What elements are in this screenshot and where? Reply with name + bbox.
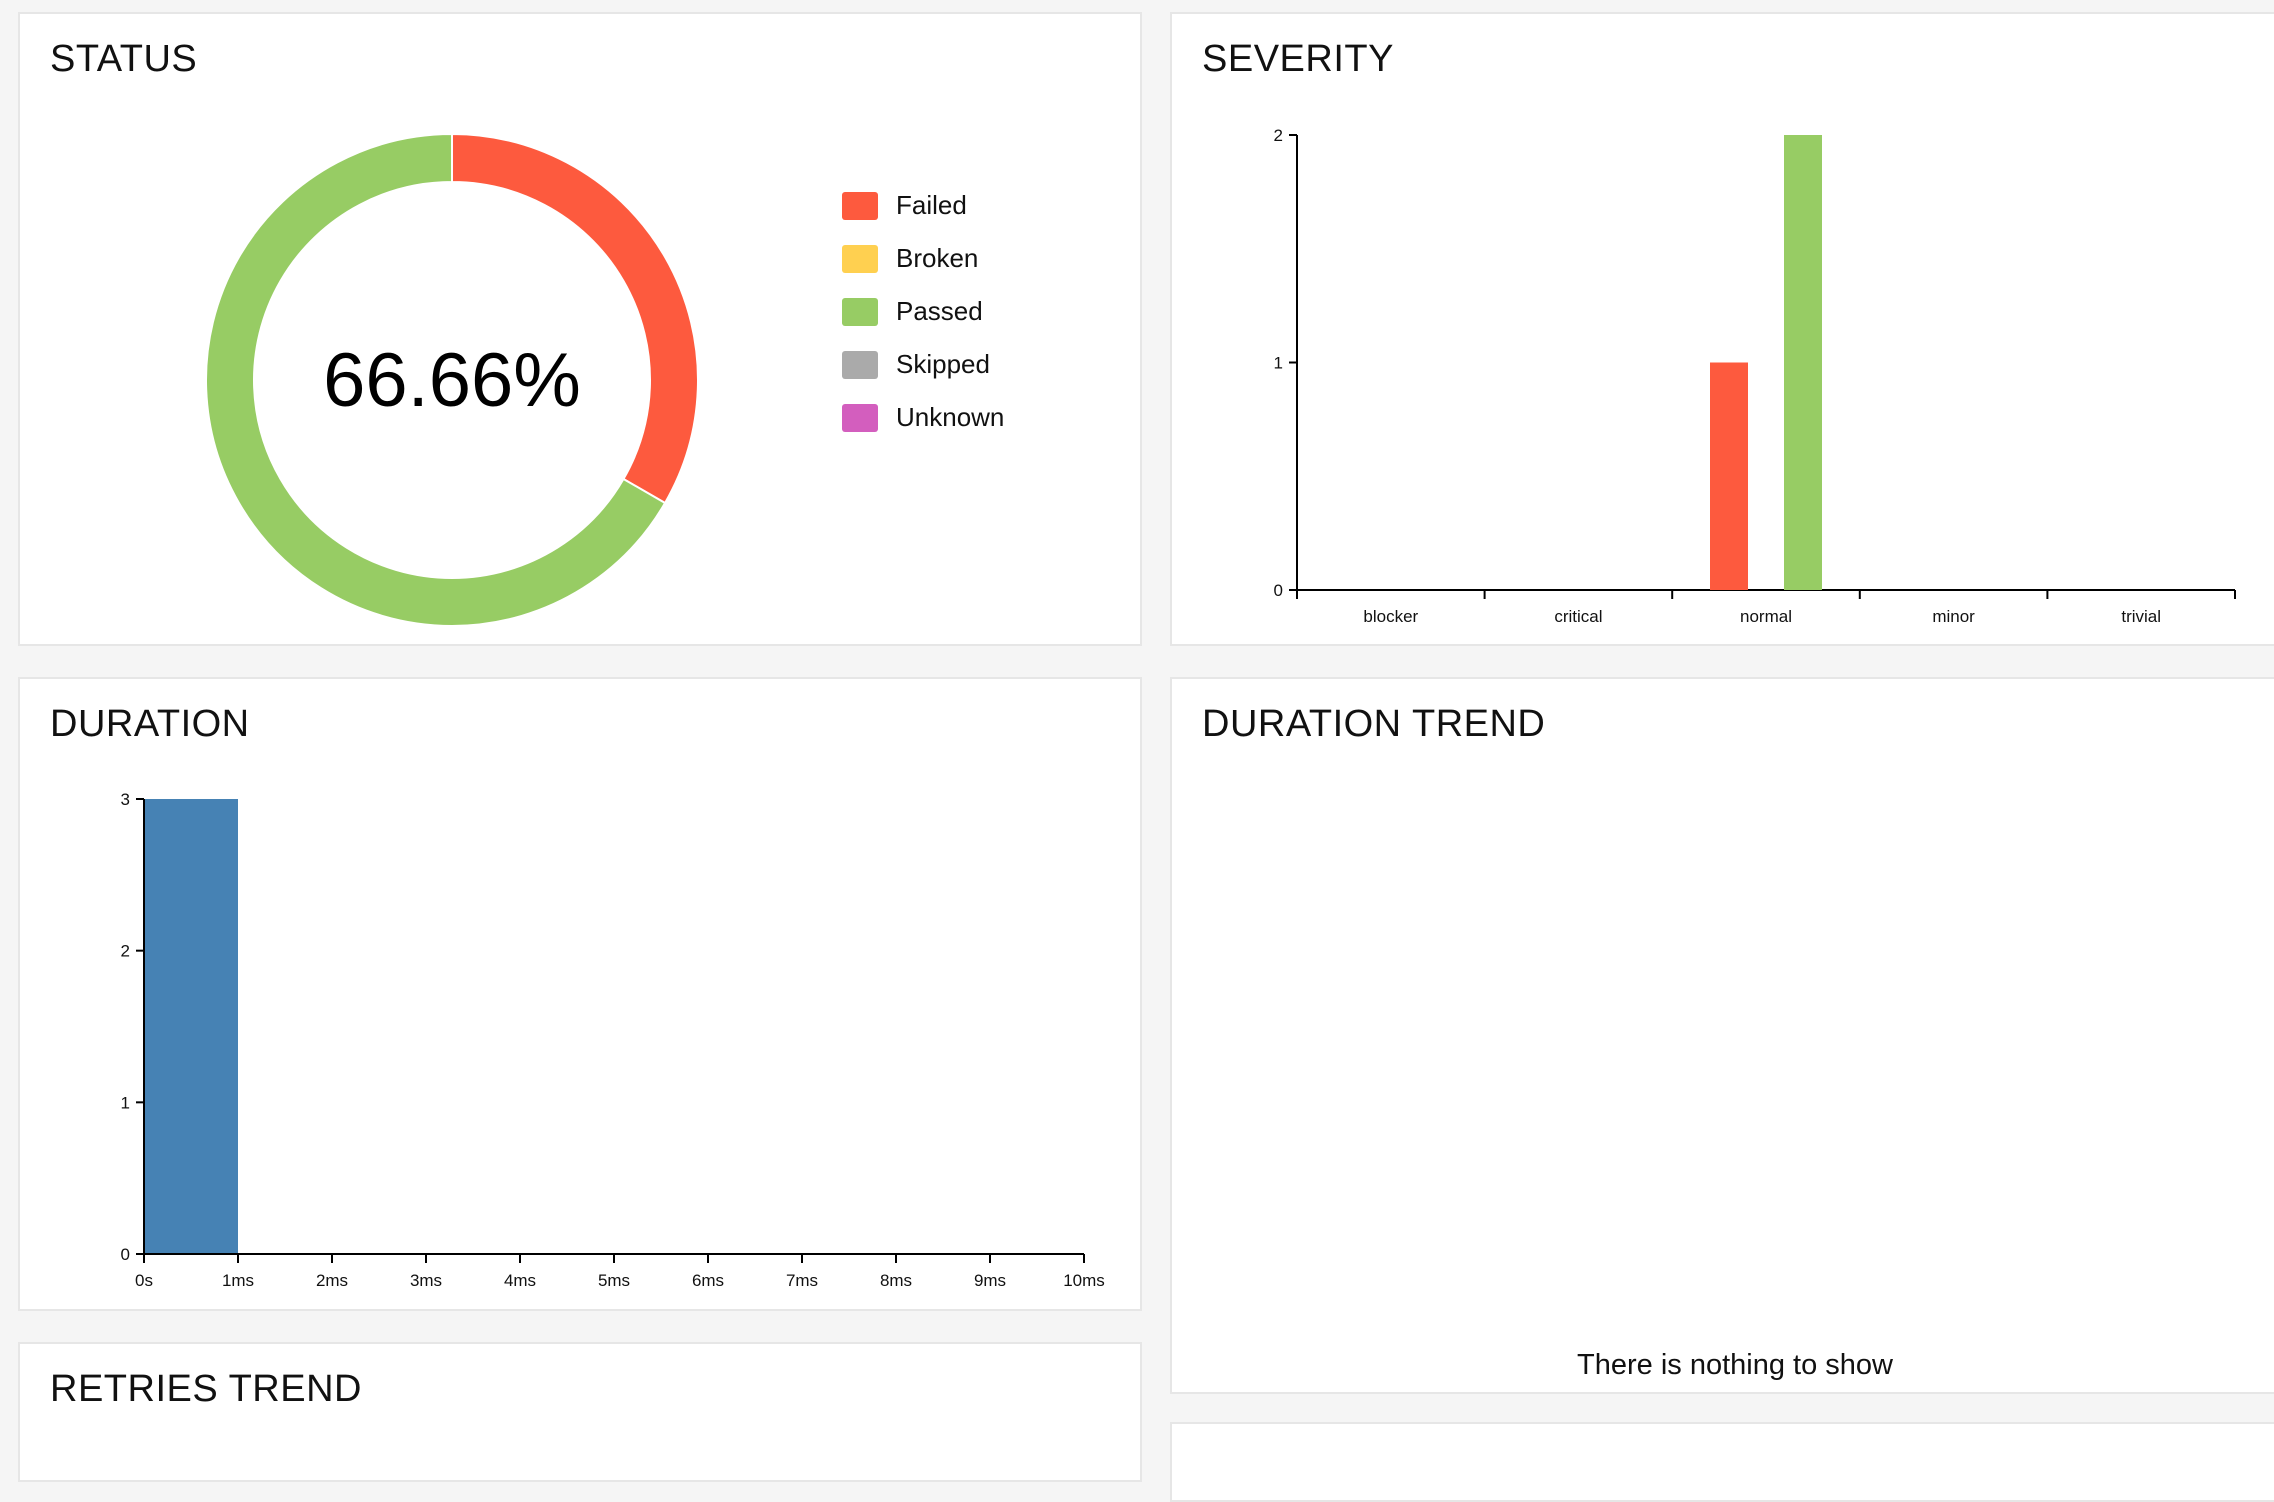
donut-center-label: 66.66% (323, 338, 581, 423)
duration-x-tick-label: 9ms (974, 1271, 1006, 1290)
status-donut-chart: 66.66% (205, 132, 699, 627)
duration-x-tick-label: 8ms (880, 1271, 912, 1290)
severity-y-tick-label: 0 (1274, 581, 1283, 600)
duration-x-tick-label: 6ms (692, 1271, 724, 1290)
severity-x-tick-label-minor: minor (1932, 607, 1975, 626)
status-widget: STATUS 66.66% Failed Broken Passed Skipp… (18, 12, 1142, 646)
retries-trend-title: RETRIES TREND (50, 1368, 362, 1410)
legend-item-unknown[interactable]: Unknown (842, 391, 1004, 444)
legend-swatch-broken (842, 244, 878, 273)
duration-x-tick-label: 7ms (786, 1271, 818, 1290)
duration-x-tick-label: 2ms (316, 1271, 348, 1290)
severity-y-tick-label: 1 (1274, 354, 1283, 373)
duration-x-tick-label: 0s (135, 1271, 153, 1290)
legend-item-broken[interactable]: Broken (842, 232, 1004, 285)
donut-slice-failed (451, 132, 699, 505)
legend-label-skipped: Skipped (896, 349, 990, 379)
retries-trend-widget: RETRIES TREND (18, 1342, 1142, 1482)
legend-label-broken: Broken (896, 243, 979, 273)
legend-item-failed[interactable]: Failed (842, 179, 1004, 232)
duration-bar (144, 799, 238, 1254)
duration-title: DURATION (50, 703, 250, 745)
severity-widget: SEVERITY 0 1 2 blocker critical normal minor tr… (1170, 12, 2274, 646)
duration-trend-title: DURATION TREND (1202, 703, 1546, 745)
duration-x-tick-label: 1ms (222, 1271, 254, 1290)
donut-slice-passed (205, 132, 667, 627)
severity-title: SEVERITY (1202, 38, 1394, 80)
severity-bar-normal (1710, 362, 1748, 590)
duration-y-tick-label: 2 (121, 942, 130, 961)
legend-swatch-skipped (842, 350, 878, 379)
duration-y-tick-label: 1 (121, 1093, 130, 1112)
legend-label-failed: Failed (896, 190, 967, 220)
severity-x-tick-label-blocker: blocker (1363, 607, 1418, 626)
severity-bar-chart: 0 1 2 blocker critical normal minor trivial (1274, 126, 2236, 626)
legend-item-passed[interactable]: Passed (842, 285, 1004, 338)
legend-label-unknown: Unknown (896, 402, 1005, 432)
duration-y-tick-label: 3 (121, 790, 130, 809)
duration-trend-widget: DURATION TREND There is nothing to show (1170, 677, 2274, 1394)
duration-histogram: 0 1 2 3 0s 1ms 2ms 3ms 4ms 5ms 6ms 7ms 8ms 9ms 10ms (121, 790, 1105, 1290)
duration-y-tick-label: 0 (121, 1245, 130, 1264)
duration-x-tick-label: 3ms (410, 1271, 442, 1290)
duration-x-tick-label: 5ms (598, 1271, 630, 1290)
duration-x-tick-label: 4ms (504, 1271, 536, 1290)
legend-swatch-unknown (842, 403, 878, 432)
status-title: STATUS (50, 38, 198, 80)
severity-x-tick-label-normal: normal (1740, 607, 1792, 626)
legend-item-skipped[interactable]: Skipped (842, 338, 1004, 391)
severity-x-tick-label-trivial: trivial (2121, 607, 2161, 626)
status-legend: Failed Broken Passed Skipped Unknown (842, 179, 1004, 444)
duration-x-tick-label: 10ms (1063, 1271, 1105, 1290)
severity-bar-normal (1784, 135, 1822, 590)
legend-label-passed: Passed (896, 296, 983, 326)
severity-y-tick-label: 2 (1274, 126, 1283, 145)
next-widget (1170, 1422, 2274, 1502)
legend-swatch-failed (842, 191, 878, 220)
duration-trend-empty-message: There is nothing to show (1577, 1349, 1893, 1381)
legend-swatch-passed (842, 297, 878, 326)
duration-widget: DURATION 0 1 2 3 0s 1ms 2ms 3ms 4ms 5ms 6ms 7ms 8ms 9… (18, 677, 1142, 1311)
severity-x-tick-label-critical: critical (1554, 607, 1602, 626)
